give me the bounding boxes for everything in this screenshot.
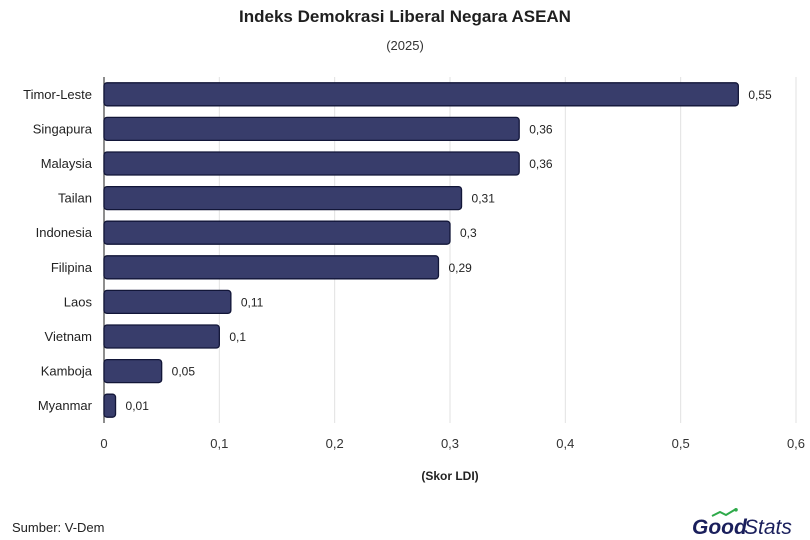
bar-vietnam (103, 324, 220, 349)
y-tick-label: Laos (64, 294, 93, 309)
y-tick-label: Tailan (58, 191, 92, 206)
data-label: 0,05 (172, 365, 196, 379)
logo-good-text: Good (692, 516, 748, 538)
bar-kamboja (103, 358, 163, 384)
data-label: 0,01 (126, 399, 150, 413)
data-label: 0,31 (472, 192, 496, 206)
data-label: 0,36 (529, 157, 553, 171)
data-label: 0,11 (241, 295, 264, 309)
x-tick-label: 0,6 (787, 436, 805, 451)
bar-tailan (103, 185, 463, 211)
y-tick-label: Myanmar (38, 398, 93, 413)
goodstats-logo: Good Stats (692, 508, 792, 538)
y-tick-label: Malaysia (41, 156, 93, 171)
y-tick-label: Singapura (33, 121, 93, 136)
y-tick-label: Filipina (51, 260, 93, 275)
bars (103, 82, 739, 418)
y-tick-label: Vietnam (45, 329, 92, 344)
bar-timor-leste (103, 82, 739, 107)
bar-myanmar (103, 393, 117, 418)
x-tick-label: 0 (100, 436, 107, 451)
bar-chart: 0 0,1 0,2 0,3 0,4 0,5 0,6 Timor-Leste 0,55 Singap… (23, 77, 805, 483)
y-tick-label: Timor-Leste (23, 87, 92, 102)
logo-dot-icon (734, 508, 738, 512)
x-tick-label: 0,4 (556, 436, 574, 451)
bar-singapura (103, 116, 520, 142)
chart-subtitle: (2025) (386, 38, 424, 53)
source-note: Sumber: V-Dem (12, 520, 105, 535)
labels: 0 0,1 0,2 0,3 0,4 0,5 0,6 Timor-Leste 0,55 Singap… (23, 87, 805, 451)
chart-title: Indeks Demokrasi Liberal Negara ASEAN (239, 7, 571, 26)
bar-filipina (103, 255, 440, 280)
data-label: 0,29 (448, 261, 472, 275)
y-tick-label: Kamboja (41, 364, 93, 379)
bar-indonesia (103, 220, 451, 245)
bar-laos (103, 289, 232, 315)
bar-malaysia (103, 151, 520, 176)
x-tick-label: 0,3 (441, 436, 459, 451)
data-label: 0,55 (748, 88, 772, 102)
data-label: 0,1 (229, 330, 246, 344)
logo-stats-text: Stats (744, 516, 792, 538)
y-tick-label: Indonesia (36, 225, 93, 240)
x-axis-title: (Skor LDI) (421, 469, 478, 483)
x-tick-label: 0,2 (326, 436, 344, 451)
data-label: 0,3 (460, 226, 477, 240)
x-tick-label: 0,5 (672, 436, 690, 451)
data-label: 0,36 (529, 122, 553, 136)
x-tick-label: 0,1 (210, 436, 228, 451)
logo-trend-icon (711, 508, 737, 517)
